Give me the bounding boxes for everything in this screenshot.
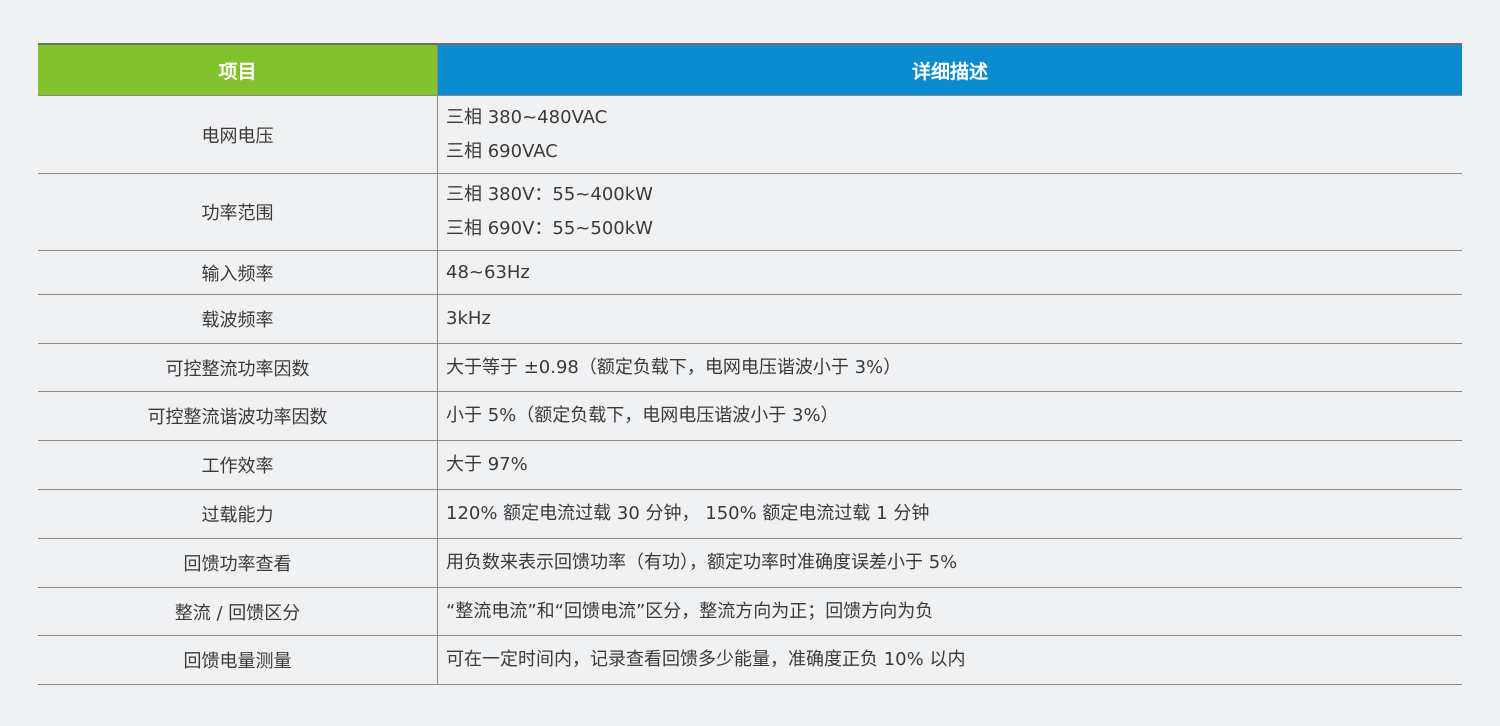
item-cell: 回馈功率查看: [38, 539, 438, 587]
item-cell: 载波频率: [38, 295, 438, 343]
item-cell: 可控整流谐波功率因数: [38, 392, 438, 440]
table-row: 回馈电量测量 可在一定时间内，记录查看回馈多少能量，准确度正负 10% 以内: [38, 636, 1462, 685]
header-description: 详细描述: [438, 45, 1462, 95]
table-row: 载波频率 3kHz: [38, 295, 1462, 344]
table-row: 过载能力 120% 额定电流过载 30 分钟， 150% 额定电流过载 1 分钟: [38, 490, 1462, 539]
item-cell: 电网电压: [38, 96, 438, 173]
description-cell: 120% 额定电流过载 30 分钟， 150% 额定电流过载 1 分钟: [438, 490, 1462, 538]
description-cell: 3kHz: [438, 295, 1462, 343]
item-cell: 整流 / 回馈区分: [38, 588, 438, 635]
description-line: 三相 380V：55~400kW: [446, 184, 653, 205]
table-row: 输入频率 48~63Hz: [38, 251, 1462, 295]
description-line: 小于 5%（额定负载下，电网电压谐波小于 3%）: [446, 405, 839, 426]
table-row: 整流 / 回馈区分 “整流电流”和“回馈电流”区分，整流方向为正；回馈方向为负: [38, 588, 1462, 636]
table-row: 可控整流功率因数 大于等于 ±0.98（额定负载下，电网电压谐波小于 3%）: [38, 344, 1462, 392]
description-line: 用负数来表示回馈功率（有功），额定功率时准确度误差小于 5%: [446, 552, 958, 573]
description-cell: “整流电流”和“回馈电流”区分，整流方向为正；回馈方向为负: [438, 588, 1462, 635]
description-line: 三相 380~480VAC: [446, 106, 608, 128]
item-cell: 工作效率: [38, 441, 438, 489]
description-line: 48~63Hz: [446, 261, 530, 283]
item-cell: 回馈电量测量: [38, 636, 438, 684]
table-row: 回馈功率查看 用负数来表示回馈功率（有功），额定功率时准确度误差小于 5%: [38, 539, 1462, 588]
description-cell: 可在一定时间内，记录查看回馈多少能量，准确度正负 10% 以内: [438, 636, 1462, 684]
description-line: 3kHz: [446, 308, 491, 329]
item-cell: 过载能力: [38, 490, 438, 538]
description-line: 可在一定时间内，记录查看回馈多少能量，准确度正负 10% 以内: [446, 649, 966, 670]
spec-table: 项目 详细描述 电网电压 三相 380~480VAC 三相 690VAC 功率范围 三相…: [38, 43, 1462, 685]
item-cell: 功率范围: [38, 174, 438, 250]
description-cell: 小于 5%（额定负载下，电网电压谐波小于 3%）: [438, 392, 1462, 440]
table-header: 项目 详细描述: [38, 45, 1462, 96]
description-line: 大于等于 ±0.98（额定负载下，电网电压谐波小于 3%）: [446, 356, 902, 378]
description-line: 三相 690V：55~500kW: [446, 218, 653, 239]
description-line: “整流电流”和“回馈电流”区分，整流方向为正；回馈方向为负: [446, 600, 934, 622]
table-row: 可控整流谐波功率因数 小于 5%（额定负载下，电网电压谐波小于 3%）: [38, 392, 1462, 441]
description-line: 大于 97%: [446, 454, 528, 475]
description-cell: 三相 380V：55~400kW 三相 690V：55~500kW: [438, 174, 1462, 250]
description-cell: 大于 97%: [438, 441, 1462, 489]
description-cell: 48~63Hz: [438, 251, 1462, 294]
table-row: 功率范围 三相 380V：55~400kW 三相 690V：55~500kW: [38, 174, 1462, 251]
item-cell: 可控整流功率因数: [38, 344, 438, 391]
description-line: 120% 额定电流过载 30 分钟， 150% 额定电流过载 1 分钟: [446, 503, 930, 524]
description-line: 三相 690VAC: [446, 140, 558, 162]
description-cell: 大于等于 ±0.98（额定负载下，电网电压谐波小于 3%）: [438, 344, 1462, 391]
description-cell: 用负数来表示回馈功率（有功），额定功率时准确度误差小于 5%: [438, 539, 1462, 587]
table-row: 电网电压 三相 380~480VAC 三相 690VAC: [38, 96, 1462, 174]
item-cell: 输入频率: [38, 251, 438, 294]
header-item: 项目: [38, 45, 438, 95]
description-cell: 三相 380~480VAC 三相 690VAC: [438, 96, 1462, 173]
table-row: 工作效率 大于 97%: [38, 441, 1462, 490]
